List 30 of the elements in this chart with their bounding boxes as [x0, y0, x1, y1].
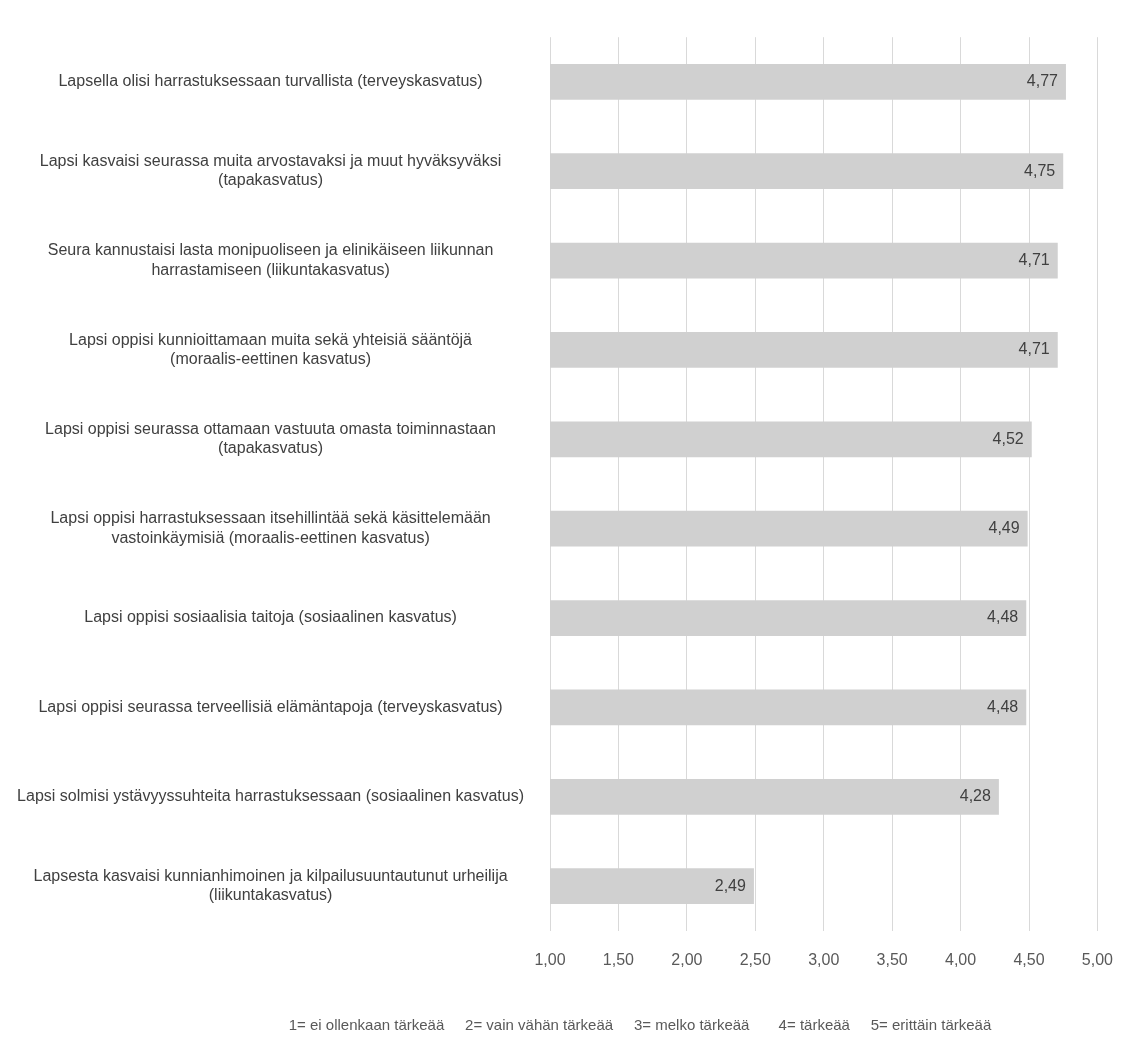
data-label: 4,49: [988, 519, 1020, 537]
data-label: 4,71: [1018, 340, 1050, 358]
x-tick-label: 2,50: [739, 950, 771, 968]
y-tick-label: Lapsi oppisi sosiaalisia taitoja (sosiaalinen kasvatus): [84, 608, 457, 626]
x-tick-label: 1,50: [602, 950, 635, 968]
data-label: 4,75: [1024, 161, 1056, 179]
y-tick-label: Lapsi solmisi ystävyyssuhteita harrastuksessaan (sosiaalinen kasvatus): [17, 787, 524, 805]
x-tick-label: 5,00: [1081, 950, 1114, 968]
data-label: 4,52: [992, 429, 1024, 447]
y-tick-label: Lapsi kasvaisi seurassa muita arvostavaksi ja muut hyväksyväksi (tapakasvatus): [39, 152, 502, 189]
x-tick-label: 4,00: [945, 950, 977, 968]
data-label: 2,49: [714, 876, 747, 894]
y-tick-label: Lapsi oppisi kunnioittamaan muita sekä yhteisiä sääntöjä (moraalis-eettinen kasvatus): [69, 330, 473, 367]
y-tick-label: Lapsesta kasvaisi kunnianhimoinen ja kilpailusuuntautunut urheilija (liikuntakasvatus): [33, 866, 508, 904]
y-tick-label: Lapsi oppisi harrastuksessaan itsehillintää sekä käsittelemään vastoinkäymisiä (moraalis-eettinen kasvatus): [50, 509, 491, 546]
data-label: 4,28: [959, 787, 991, 805]
y-tick-label: Lapsella olisi harrastuksessaan turvallista (terveyskasvatus): [58, 72, 483, 90]
x-tick-label: 4,50: [1013, 950, 1045, 968]
data-label: 4,48: [987, 608, 1019, 626]
data-label: 4,77: [1026, 72, 1059, 90]
x-tick-label: 3,00: [808, 950, 840, 968]
x-tick-label: 2,00: [671, 950, 703, 968]
x-tick-label: 3,50: [876, 950, 908, 968]
data-label: 4,71: [1018, 251, 1050, 269]
y-tick-label: Lapsi oppisi seurassa ottamaan vastuuta omasta toiminnastaan (tapakasvatus): [45, 420, 497, 457]
data-label: 4,48: [987, 697, 1019, 715]
y-tick-label: Lapsi oppisi seurassa terveellisiä elämäntapoja (terveyskasvatus): [38, 697, 503, 715]
x-tick-label: 1,00: [534, 950, 566, 968]
y-tick-label: Seura kannustaisi lasta monipuoliseen ja elinikäiseen liikunnan harrastamiseen (liikuntakasvatus): [47, 241, 494, 278]
text: 1= ei ollenkaan tärkeää 2= vain vähän tärkeää 3= melko tärkeää 4= tärkeää 5= erittäin tärkeää: [287, 1015, 993, 1035]
